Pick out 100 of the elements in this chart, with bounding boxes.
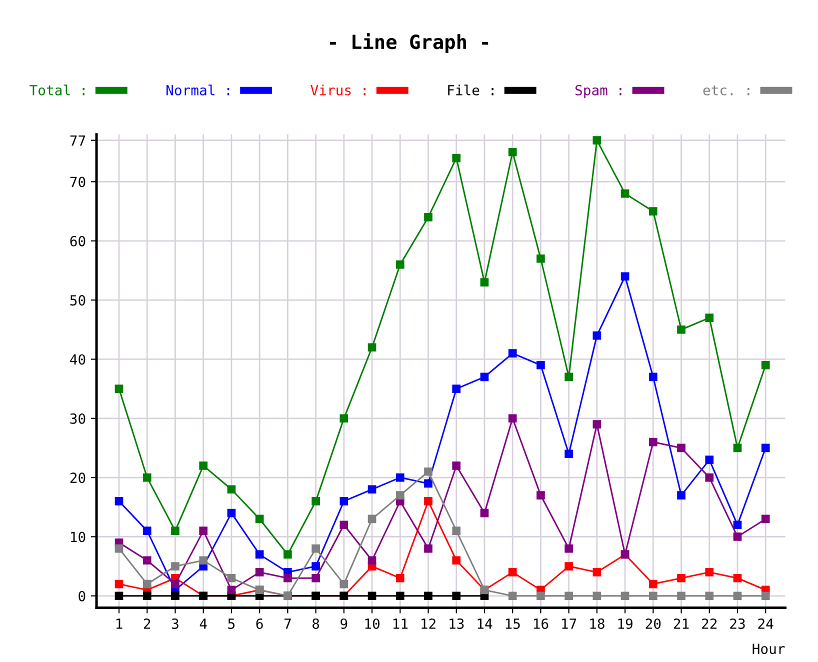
point <box>508 349 517 358</box>
point <box>340 414 348 423</box>
x-tick-label: 6 <box>256 618 263 629</box>
point <box>255 568 264 576</box>
point <box>312 574 320 582</box>
point <box>199 526 208 535</box>
point <box>284 550 292 559</box>
point <box>142 556 152 565</box>
point <box>312 497 320 506</box>
point <box>114 592 124 600</box>
point <box>508 414 517 423</box>
y-tick-label: 60 <box>70 236 86 246</box>
y-tick-label: 20 <box>70 472 86 484</box>
point <box>761 514 770 524</box>
point <box>733 574 742 582</box>
point <box>114 544 124 553</box>
point <box>733 444 742 452</box>
point <box>677 491 686 500</box>
point <box>592 592 602 600</box>
point <box>424 213 432 222</box>
legend-label: Spam : <box>575 84 622 98</box>
x-tick-label: 13 <box>450 618 464 629</box>
point <box>705 456 714 464</box>
x-tick-label: 24 <box>758 618 774 629</box>
x-tick-label: 15 <box>506 618 520 629</box>
x-tick-label: 16 <box>534 618 548 629</box>
point <box>480 508 489 518</box>
x-tick-label: 12 <box>422 618 436 629</box>
point <box>648 207 658 216</box>
point <box>648 372 658 382</box>
point <box>564 372 573 382</box>
point <box>508 148 517 156</box>
point <box>396 491 404 500</box>
point <box>368 514 376 524</box>
point <box>142 580 152 588</box>
point <box>396 574 404 582</box>
point <box>564 592 573 600</box>
point <box>368 556 376 565</box>
point <box>705 592 714 600</box>
y-tick-label: 77 <box>70 135 86 146</box>
point <box>480 278 489 286</box>
point <box>171 580 180 588</box>
point <box>536 491 545 500</box>
point <box>677 574 686 582</box>
point <box>452 526 461 535</box>
point <box>648 438 658 446</box>
point <box>733 592 742 600</box>
point <box>592 568 602 576</box>
point <box>171 592 180 600</box>
x-tick-label: 8 <box>312 618 320 629</box>
point <box>396 260 404 269</box>
x-tick-label: 7 <box>284 618 291 629</box>
y-tick-label: 10 <box>71 532 86 542</box>
point <box>648 580 658 588</box>
point <box>620 592 630 600</box>
point <box>340 520 348 530</box>
point <box>424 479 432 488</box>
chart-title: - Line Graph - <box>330 33 488 53</box>
point <box>705 314 714 322</box>
y-tick-label: 40 <box>70 354 86 365</box>
point <box>199 556 208 565</box>
point <box>592 331 602 340</box>
point <box>536 254 545 263</box>
point <box>761 592 770 600</box>
x-tick-label: 5 <box>228 618 235 629</box>
point <box>648 592 658 600</box>
point <box>452 154 461 162</box>
x-tick-label: 10 <box>365 618 380 629</box>
y-tick-label: 50 <box>70 295 86 306</box>
x-tick-label: 23 <box>730 618 745 629</box>
point <box>340 497 348 506</box>
x-tick-label: 11 <box>393 618 408 629</box>
point <box>424 544 432 553</box>
x-tick-label: 3 <box>172 618 178 629</box>
point <box>284 574 292 582</box>
point <box>424 497 432 506</box>
point <box>368 343 376 352</box>
point <box>564 450 573 458</box>
point <box>761 444 770 452</box>
point <box>312 562 320 570</box>
point <box>424 467 432 476</box>
point <box>705 568 714 576</box>
point <box>227 485 236 494</box>
point <box>620 189 630 198</box>
point <box>142 526 152 535</box>
x-tick-label: 17 <box>562 618 576 629</box>
point <box>452 592 461 600</box>
point <box>368 592 376 600</box>
y-tick-label: 70 <box>70 176 86 188</box>
point <box>452 384 461 393</box>
legend-label: File : <box>448 84 494 96</box>
point <box>396 592 404 600</box>
point <box>592 420 602 428</box>
y-tick-label: 30 <box>70 413 86 424</box>
x-tick-label: 14 <box>478 618 492 629</box>
legend-label: Total : <box>30 84 84 96</box>
point <box>480 372 489 382</box>
legend-label: etc. : <box>703 85 750 96</box>
point <box>171 526 180 535</box>
point <box>340 580 348 588</box>
